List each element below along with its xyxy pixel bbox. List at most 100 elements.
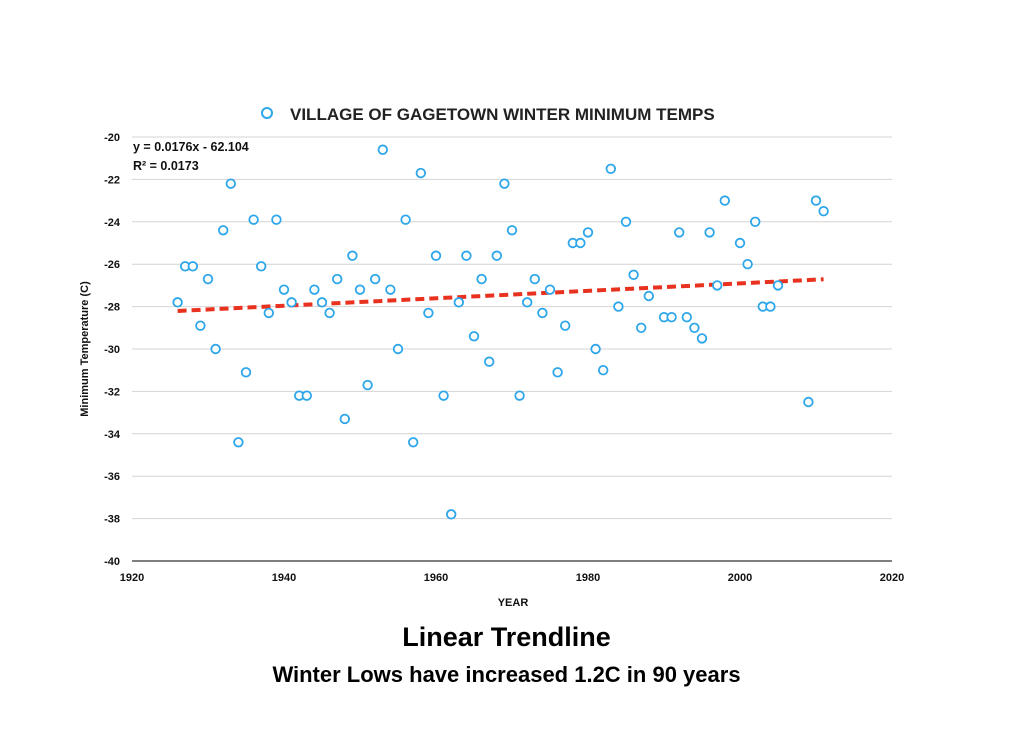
data-point bbox=[560, 320, 571, 331]
data-point bbox=[575, 237, 586, 249]
data-point bbox=[271, 214, 282, 225]
data-point bbox=[529, 273, 541, 285]
x-axis-ticks: 1920 1940 1960 1980 2000 2020 bbox=[120, 572, 904, 584]
data-point bbox=[666, 312, 677, 323]
y-tick-label: -36 bbox=[104, 471, 120, 483]
data-point bbox=[248, 214, 259, 225]
data-point bbox=[370, 273, 381, 285]
data-point bbox=[408, 437, 419, 448]
data-point bbox=[704, 227, 715, 238]
data-point bbox=[582, 227, 594, 238]
data-point bbox=[818, 205, 829, 217]
data-point bbox=[286, 297, 297, 308]
caption-subheading: Winter Lows have increased 1.2C in 90 ye… bbox=[272, 662, 741, 687]
data-point bbox=[810, 195, 822, 206]
data-point bbox=[438, 390, 449, 401]
data-point bbox=[392, 343, 404, 355]
data-point bbox=[696, 333, 708, 344]
data-point bbox=[256, 261, 267, 272]
data-point bbox=[195, 320, 206, 331]
data-point bbox=[210, 343, 221, 355]
data-point bbox=[187, 261, 199, 272]
data-point bbox=[377, 144, 389, 155]
data-point bbox=[750, 216, 761, 228]
y-tick-label: -40 bbox=[104, 556, 120, 568]
data-point bbox=[309, 284, 320, 295]
data-point bbox=[605, 163, 617, 175]
y-tick-label: -20 bbox=[104, 132, 120, 144]
data-point bbox=[719, 195, 731, 206]
data-point bbox=[278, 284, 290, 295]
data-point bbox=[301, 390, 313, 401]
data-point bbox=[468, 331, 480, 342]
data-point bbox=[689, 322, 700, 334]
gridlines bbox=[132, 136, 892, 520]
data-point bbox=[233, 437, 244, 448]
data-point bbox=[324, 307, 335, 319]
data-point bbox=[598, 365, 609, 376]
chart-title: VILLAGE OF GAGETOWN WINTER MINIMUM TEMPS bbox=[290, 105, 715, 124]
data-point bbox=[263, 307, 275, 319]
data-point bbox=[537, 307, 548, 319]
caption-heading: Linear Trendline bbox=[402, 622, 611, 652]
scatter-chart: -20 -22 -24 -26 -28 -30 -32 -34 -36 -38 -40 1920 19… bbox=[79, 105, 904, 609]
y-tick-label: -32 bbox=[104, 386, 120, 398]
data-point bbox=[734, 237, 746, 249]
x-tick-label: 2020 bbox=[880, 572, 904, 584]
data-point bbox=[423, 307, 434, 319]
data-point bbox=[415, 167, 427, 179]
data-point bbox=[772, 280, 784, 291]
data-point bbox=[446, 509, 457, 520]
data-points bbox=[172, 144, 829, 520]
y-tick-label: -22 bbox=[104, 174, 120, 186]
data-point bbox=[643, 290, 655, 302]
x-axis-label: YEAR bbox=[498, 597, 529, 609]
y-tick-label: -38 bbox=[104, 514, 120, 526]
data-point bbox=[347, 250, 358, 261]
data-point bbox=[476, 273, 487, 285]
data-point bbox=[552, 367, 563, 378]
data-point bbox=[628, 269, 639, 281]
trendline-equation: y = 0.0176x - 62.104 bbox=[133, 140, 249, 154]
data-point bbox=[484, 356, 495, 367]
data-point bbox=[202, 273, 214, 285]
x-tick-label: 1940 bbox=[272, 572, 296, 584]
data-point bbox=[332, 273, 343, 285]
data-point bbox=[765, 301, 776, 312]
data-point bbox=[354, 284, 366, 295]
data-point bbox=[499, 178, 510, 189]
y-tick-label: -30 bbox=[104, 344, 120, 356]
y-tick-label: -28 bbox=[104, 302, 120, 314]
data-point bbox=[620, 216, 632, 228]
data-point bbox=[400, 214, 411, 225]
data-point bbox=[590, 343, 601, 355]
data-point bbox=[681, 312, 693, 323]
x-tick-label: 1920 bbox=[120, 572, 144, 584]
y-tick-label: -24 bbox=[104, 217, 121, 229]
y-tick-label: -34 bbox=[104, 429, 121, 441]
data-point bbox=[674, 227, 685, 238]
y-axis-ticks: -20 -22 -24 -26 -28 -30 -32 -34 -36 -38 -40 bbox=[104, 132, 121, 568]
data-point bbox=[636, 322, 647, 334]
data-point bbox=[240, 367, 252, 378]
data-point bbox=[803, 396, 814, 408]
data-point bbox=[172, 297, 183, 308]
legend-marker bbox=[261, 107, 273, 119]
data-point bbox=[514, 390, 525, 401]
data-point bbox=[506, 225, 518, 236]
data-point bbox=[225, 178, 237, 189]
data-point bbox=[339, 413, 351, 425]
data-point bbox=[385, 284, 396, 295]
y-tick-label: -26 bbox=[104, 259, 120, 271]
x-tick-label: 1980 bbox=[576, 572, 600, 584]
data-point bbox=[491, 250, 503, 261]
data-point bbox=[544, 284, 556, 295]
data-point bbox=[522, 297, 533, 308]
data-point bbox=[461, 250, 472, 261]
data-point bbox=[362, 379, 373, 391]
data-point bbox=[430, 250, 442, 261]
x-tick-label: 2000 bbox=[728, 572, 752, 584]
data-point bbox=[613, 301, 624, 312]
data-point bbox=[712, 280, 723, 291]
y-axis-label: Minimum Temperature (C) bbox=[79, 281, 91, 417]
